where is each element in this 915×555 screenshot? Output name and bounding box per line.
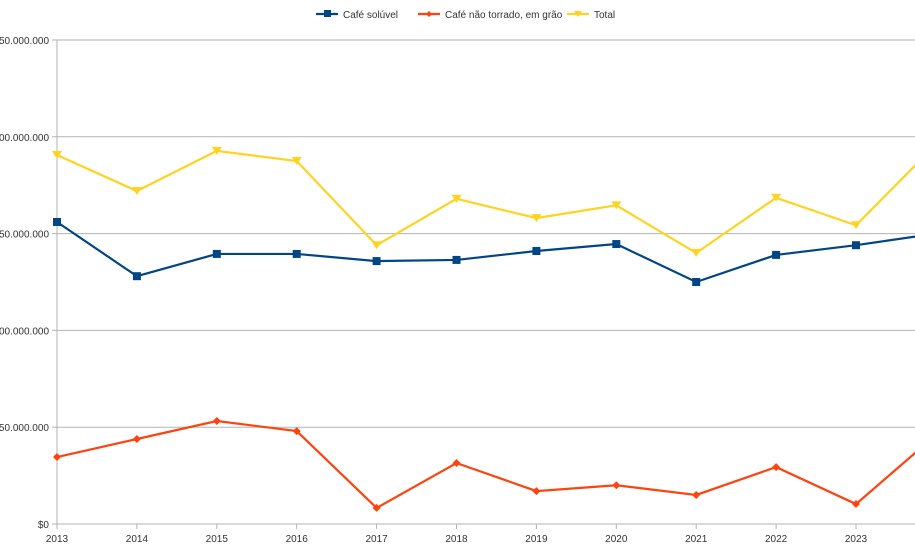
data-point (53, 453, 61, 462)
data-point (452, 459, 461, 468)
data-point (53, 217, 61, 226)
data-point (612, 481, 621, 490)
data-point (611, 201, 622, 210)
y-tick-label: $150.000.000 (0, 230, 49, 241)
x-tick-label: 2018 (445, 534, 468, 545)
data-point (531, 214, 542, 223)
data-point (771, 193, 782, 202)
data-point (852, 500, 860, 509)
data-point (691, 248, 702, 257)
data-point (52, 150, 62, 159)
legend-marker (324, 10, 331, 17)
y-tick-label: $200.000.000 (0, 133, 49, 144)
y-tick-label: $250.000.000 (0, 36, 49, 47)
x-tick-label: 2013 (46, 534, 69, 545)
y-tick-label: $50.000.000 (0, 423, 49, 434)
data-point (452, 255, 461, 264)
data-point (291, 157, 302, 165)
legend-label: Total (594, 10, 615, 21)
data-point (212, 417, 221, 426)
series-line (56, 419, 915, 510)
grid (52, 39, 915, 529)
data-point (851, 221, 861, 230)
data-point (372, 503, 381, 512)
x-tick-label: 2020 (605, 534, 628, 545)
x-tick-label: 2017 (365, 534, 388, 545)
x-tick-label: 2015 (206, 534, 229, 545)
y-tick-label: $0 (38, 520, 50, 531)
data-point (212, 249, 221, 258)
data-point (692, 490, 701, 499)
data-point (292, 427, 301, 436)
data-point (852, 241, 860, 250)
data-point (131, 187, 142, 196)
data-point (132, 435, 141, 444)
x-tick-label: 2023 (845, 534, 868, 545)
legend: Café solúvel Café não torrado, em grão Tot… (316, 10, 615, 21)
data-point (132, 272, 141, 281)
legend-marker (574, 11, 582, 17)
x-axis: 2013 2014 2015 2016 2017 2018 2019 2020 2021 2022… (46, 524, 868, 545)
data-point (532, 247, 541, 256)
legend-label: Café solúvel (343, 10, 398, 21)
data-point (772, 250, 781, 259)
data-point (211, 146, 222, 155)
x-tick-label: 2016 (286, 534, 309, 545)
data-point (692, 278, 701, 286)
series-layer (52, 146, 915, 512)
legend-label: Café não torrado, em grão (445, 10, 563, 21)
x-tick-label: 2019 (525, 534, 548, 545)
x-tick-label: 2021 (685, 534, 708, 545)
y-axis: $0 $50.000.000 $100.000.000 $150.000.000 $20… (0, 36, 49, 531)
data-point (451, 194, 462, 203)
data-point (372, 257, 381, 266)
series-line (56, 221, 915, 284)
data-point (371, 241, 382, 250)
data-point (532, 487, 541, 496)
data-point (612, 240, 621, 249)
data-point (292, 249, 301, 258)
x-tick-label: 2014 (126, 534, 149, 545)
legend-marker (426, 11, 432, 17)
y-tick-label: $100.000.000 (0, 326, 49, 337)
x-tick-label: 2022 (765, 534, 788, 545)
data-point (772, 463, 781, 472)
series-line (56, 149, 915, 255)
